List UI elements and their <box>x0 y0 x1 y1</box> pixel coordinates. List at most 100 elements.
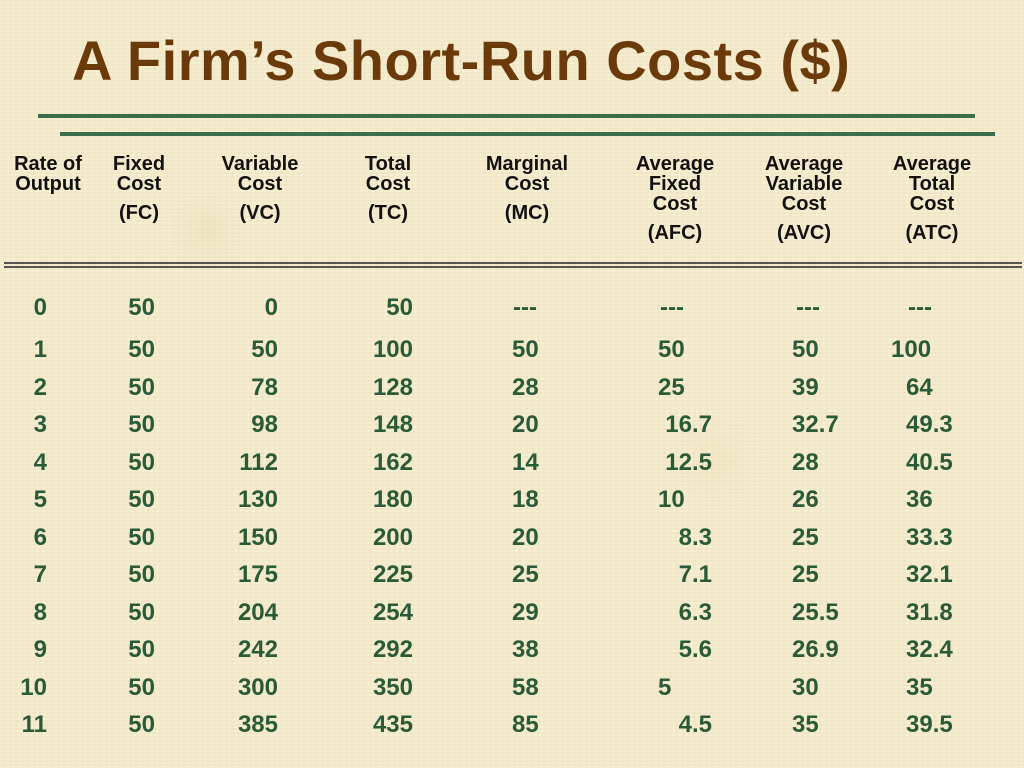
table-cell: 49.3 <box>906 411 953 438</box>
column-header-line: Output <box>15 173 81 195</box>
table-cell: --- <box>660 294 684 321</box>
column-header-4: Marginal Cost (MC) <box>467 154 587 227</box>
table-cell: 40.5 <box>906 449 953 476</box>
table-cell: 6.3 <box>678 599 712 626</box>
header-divider-bottom <box>4 266 1022 268</box>
slide-title: A Firm’s Short-Run Costs ($) <box>72 29 851 92</box>
column-header-0: Rate of Output <box>3 154 93 194</box>
table-cell: 98 <box>251 411 278 438</box>
table-cell: 39.5 <box>906 711 953 738</box>
column-header-line: Cost <box>504 173 550 195</box>
column-header-line: Fixed <box>648 173 702 195</box>
table-cell: 5.6 <box>678 636 712 663</box>
table-cell: 50 <box>128 524 155 551</box>
table-cell: 50 <box>251 336 278 363</box>
table-cell: 10 <box>658 486 685 513</box>
table-cell: 50 <box>128 674 155 701</box>
table-cell: 20 <box>512 524 539 551</box>
table-cell: 35 <box>792 711 819 738</box>
table-cell: 28 <box>512 374 539 401</box>
table-cell: 36 <box>906 486 933 513</box>
table-cell: 225 <box>372 561 413 588</box>
table-cell: 50 <box>386 294 413 321</box>
table-cell: 7.1 <box>678 561 712 588</box>
table-cell: 50 <box>128 599 155 626</box>
table-cell: 8.3 <box>678 524 712 551</box>
table-cell: 39 <box>792 374 819 401</box>
table-cell: 350 <box>372 674 413 701</box>
table-cell: 26.9 <box>792 636 839 663</box>
table-cell: 200 <box>372 524 413 551</box>
table-cell: 85 <box>512 711 539 738</box>
table-cell: 100 <box>891 336 932 363</box>
table-cell: 6 <box>33 524 47 551</box>
table-cell: 5 <box>658 674 672 701</box>
table-cell: 29 <box>512 599 539 626</box>
table-cell: 25 <box>792 524 819 551</box>
table-cell: --- <box>908 294 932 321</box>
table-cell: 50 <box>128 711 155 738</box>
table-cell: 50 <box>128 411 155 438</box>
table-cell: 5 <box>33 486 47 513</box>
column-header-line: Cost <box>237 173 283 195</box>
table-cell: 50 <box>128 374 155 401</box>
column-header-abbr: (VC) <box>239 202 281 224</box>
column-header-line: Cost <box>116 173 162 195</box>
table-cell: 25 <box>512 561 539 588</box>
column-header-line: Rate of <box>14 153 82 175</box>
table-cell: 435 <box>372 711 413 738</box>
column-header-abbr: (AFC) <box>647 222 703 244</box>
table-cell: 16.7 <box>665 411 712 438</box>
column-header-line: Total <box>364 153 412 175</box>
table-cell: 38 <box>512 636 539 663</box>
table-cell: 32.1 <box>906 561 953 588</box>
table-cell: 78 <box>251 374 278 401</box>
table-cell: 35 <box>906 674 933 701</box>
table-cell: 162 <box>372 449 413 476</box>
table-cell: 12.5 <box>665 449 712 476</box>
table-cell: 50 <box>792 336 819 363</box>
table-cell: 242 <box>237 636 278 663</box>
table-cell: 26 <box>792 486 819 513</box>
table-cell: 150 <box>237 524 278 551</box>
table-cell: 8 <box>33 599 47 626</box>
table-cell: 100 <box>372 336 413 363</box>
column-header-line: Average <box>635 153 715 175</box>
column-header-7: Average Total Cost (ATC) <box>877 154 987 247</box>
table-cell: 64 <box>906 374 933 401</box>
header-divider-top <box>4 262 1022 264</box>
column-header-line: Average <box>764 153 844 175</box>
table-cell: 175 <box>237 561 278 588</box>
column-header-abbr: (AVC) <box>776 222 832 244</box>
table-cell: 9 <box>33 636 47 663</box>
table-cell: 112 <box>239 449 278 476</box>
column-header-6: Average Variable Cost (AVC) <box>749 154 859 247</box>
table-cell: 0 <box>264 294 278 321</box>
table-cell: 50 <box>128 486 155 513</box>
column-header-line: Fixed <box>112 153 166 175</box>
column-header-line: Marginal <box>485 153 569 175</box>
table-cell: 2 <box>33 374 47 401</box>
table-cell: 32.7 <box>792 411 839 438</box>
table-cell: 180 <box>372 486 413 513</box>
column-header-line: Cost <box>781 193 827 215</box>
table-cell: --- <box>796 294 820 321</box>
table-cell: 3 <box>33 411 47 438</box>
column-header-line: Cost <box>652 193 698 215</box>
table-cell: 130 <box>237 486 278 513</box>
table-cell: 25 <box>658 374 685 401</box>
column-header-line: Total <box>908 173 956 195</box>
table-cell: 11 <box>21 711 47 738</box>
column-header-2: Variable Cost (VC) <box>205 154 315 227</box>
column-header-3: Total Cost (TC) <box>348 154 428 227</box>
table-cell: 50 <box>658 336 685 363</box>
table-cell: 4.5 <box>678 711 712 738</box>
column-header-line: Cost <box>909 193 955 215</box>
table-cell: 33.3 <box>906 524 953 551</box>
table-cell: 20 <box>512 411 539 438</box>
table-cell: 50 <box>128 636 155 663</box>
column-header-1: Fixed Cost (FC) <box>99 154 179 227</box>
table-cell: 1 <box>33 336 47 363</box>
column-header-line: Variable <box>221 153 299 175</box>
table-cell: 32.4 <box>906 636 953 663</box>
